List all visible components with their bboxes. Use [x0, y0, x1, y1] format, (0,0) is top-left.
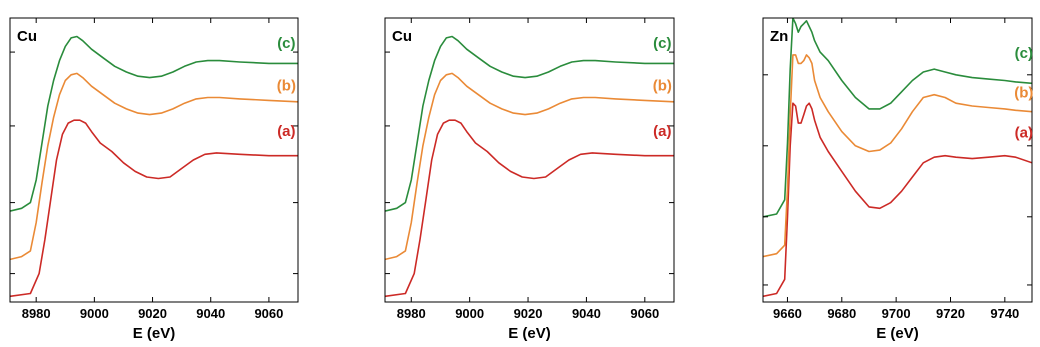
x-tick-label: 8980	[22, 306, 51, 321]
x-axis-label: E (eV)	[876, 325, 919, 342]
series-label-a: (a)	[653, 123, 671, 140]
series-line-c	[385, 35, 674, 212]
series-line-b	[385, 72, 674, 261]
x-tick-label: 9660	[773, 306, 802, 321]
series-label-c: (c)	[653, 35, 671, 52]
x-tick-label: 9700	[882, 306, 911, 321]
axes-frame	[762, 17, 1033, 303]
x-tick-label: 9040	[572, 306, 601, 321]
series-label-c: (c)	[1015, 45, 1033, 62]
x-tick-label: 9020	[138, 306, 167, 321]
x-tick-label: 9020	[514, 306, 543, 321]
x-axis-label: E (eV)	[508, 325, 551, 342]
element-label: Cu	[17, 28, 37, 45]
series-line-c	[763, 18, 1032, 218]
series-line-b	[10, 72, 298, 261]
chart-panel-1: 8980 9000 9020 9040 9060 E (eV) Cu (a) (b) (c)	[9, 17, 299, 342]
series-line-b	[763, 54, 1032, 258]
x-axis-label: E (eV)	[133, 325, 176, 342]
series-line-c	[10, 35, 298, 212]
x-tick-label: 9040	[196, 306, 225, 321]
series-line-a	[385, 119, 674, 298]
x-tick-label: 9000	[80, 306, 109, 321]
x-tick-label: 9060	[630, 306, 659, 321]
chart-panel-2: 8980 9000 9020 9040 9060 E (eV) Cu (a) (b) (c)	[384, 17, 675, 342]
series-label-b: (b)	[653, 77, 672, 94]
series-label-a: (a)	[1015, 124, 1033, 141]
x-tick-label: 8980	[397, 306, 426, 321]
series-label-b: (b)	[1014, 85, 1033, 102]
x-tick-label: 9720	[936, 306, 965, 321]
series-label-c: (c)	[277, 35, 295, 52]
x-tick-label: 9060	[254, 306, 283, 321]
series-label-b: (b)	[277, 77, 296, 94]
series-line-a	[10, 119, 298, 298]
element-label: Zn	[770, 28, 788, 45]
x-tick-label: 9000	[455, 306, 484, 321]
axes-frame	[384, 17, 675, 303]
x-tick-label: 9740	[990, 306, 1019, 321]
series-label-a: (a)	[277, 123, 295, 140]
axes-frame	[9, 17, 299, 303]
series-line-a	[763, 102, 1032, 298]
chart-panel-3: 9660 9680 9700 9720 9740 E (eV) Zn (a) (b) (c)	[762, 17, 1033, 342]
x-tick-label: 9680	[827, 306, 856, 321]
element-label: Cu	[392, 28, 412, 45]
